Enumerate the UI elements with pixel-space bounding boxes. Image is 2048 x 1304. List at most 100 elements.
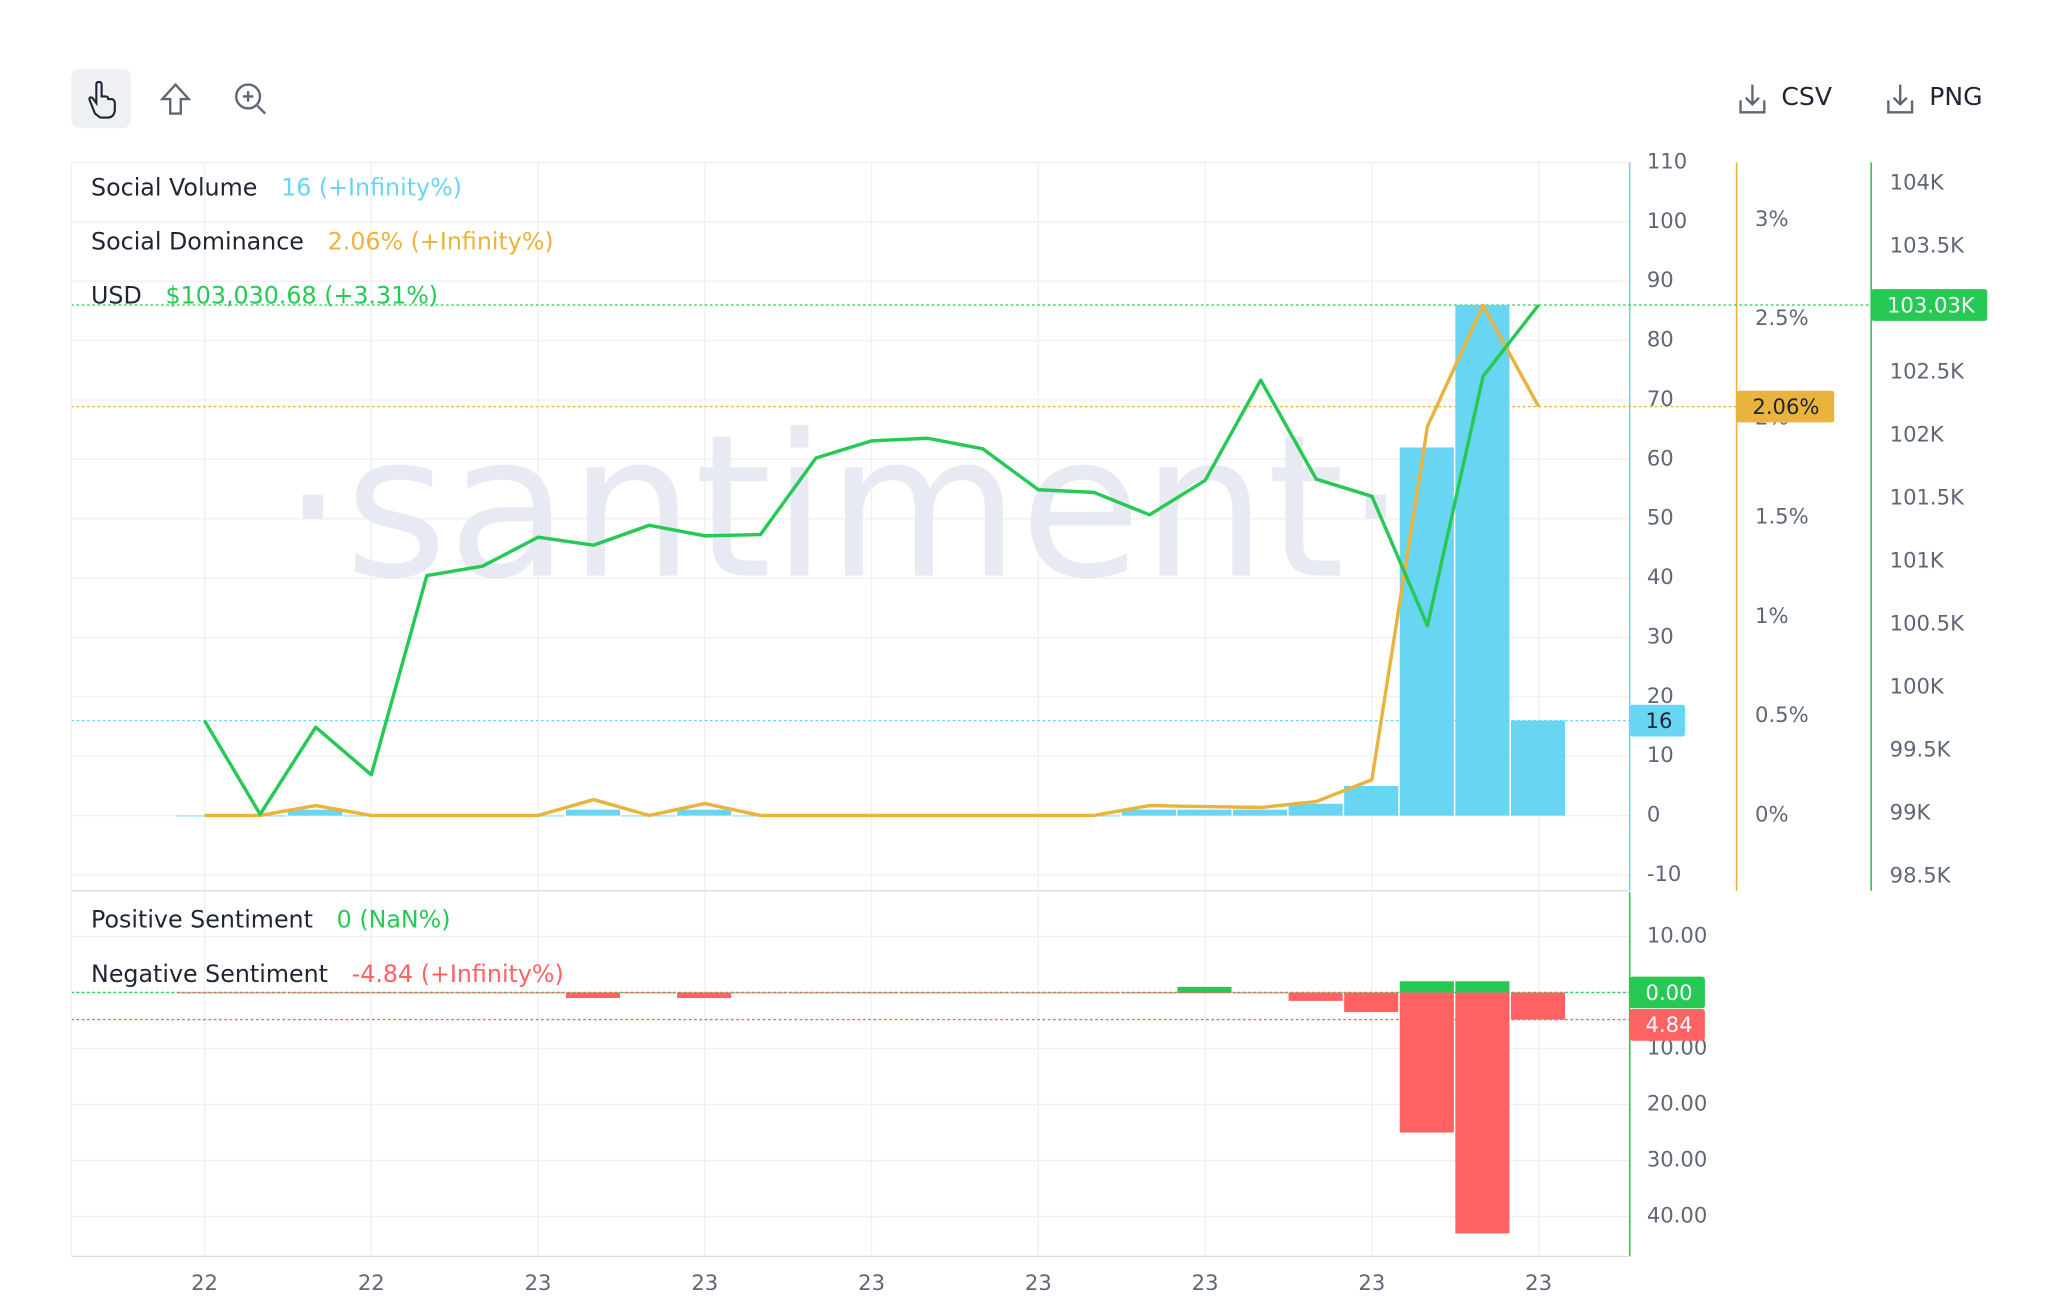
labels: -10 0 10 20 30 40 50 60 70 80 90 100 110 0% 0.5% 1% 1.5%…	[91, 148, 1988, 1295]
y-tick-label: 20.00	[1647, 1091, 1707, 1116]
bar	[565, 809, 621, 816]
y3-tick-label: 100.5K	[1890, 610, 1965, 635]
toolbar: CSV PNG	[71, 68, 1983, 129]
y3-tick-label: 99K	[1890, 799, 1932, 824]
pan-icon	[88, 80, 116, 119]
y-tick-label: 100	[1647, 208, 1687, 233]
value-badge	[1629, 704, 1686, 737]
y3-tick-label: 99.5K	[1890, 736, 1952, 761]
bar	[1455, 304, 1510, 816]
bar	[1177, 986, 1232, 993]
bar	[955, 992, 1010, 994]
bar	[1399, 447, 1454, 816]
bar	[1288, 803, 1343, 816]
bar	[1399, 992, 1454, 1133]
y3-tick-label: 104K	[1890, 170, 1945, 195]
y-tick-label: 10	[1647, 742, 1674, 767]
y-tick-label: 40	[1647, 564, 1674, 589]
x-tick-label: 23	[1358, 1270, 1385, 1295]
bar	[677, 809, 732, 816]
pan-button[interactable]	[71, 68, 131, 129]
line	[203, 303, 1540, 817]
bar	[1177, 809, 1232, 816]
bar	[510, 992, 565, 994]
grid	[70, 161, 1872, 1258]
bar	[1510, 992, 1566, 1020]
x-tick-label: 23	[858, 1270, 885, 1295]
y3-tick-label: 102K	[1890, 421, 1945, 446]
bar	[1177, 992, 1232, 994]
marks	[176, 303, 1566, 1234]
bar	[565, 992, 621, 999]
value-badge-label: 16	[1646, 708, 1673, 733]
legend-name: Negative Sentiment	[91, 960, 328, 988]
y-tick-label: 30.00	[1647, 1147, 1707, 1172]
y-tick-label: 40.00	[1647, 1203, 1707, 1228]
y3-tick-label: 100K	[1890, 673, 1945, 698]
zoom-button[interactable]	[235, 83, 267, 115]
y3-tick-label: 101K	[1890, 547, 1945, 572]
bar	[343, 992, 398, 994]
csv-label: CSV	[1781, 82, 1832, 111]
bar	[899, 992, 954, 994]
bar	[399, 992, 454, 994]
x-tick-label: 23	[1525, 1270, 1552, 1295]
value-badge-label: 0.00	[1646, 980, 1693, 1005]
y-tick-label: 60	[1647, 445, 1674, 470]
csv-button[interactable]: CSV	[1739, 82, 1832, 114]
bar	[1344, 785, 1399, 816]
value-badge	[1871, 289, 1988, 321]
x-tick-label: 22	[191, 1270, 218, 1295]
bar	[1344, 992, 1399, 1013]
y3-tick-label: 98.5K	[1890, 862, 1952, 887]
value-badge-label: 4.84	[1646, 1012, 1693, 1037]
x-tick-label: 23	[1192, 1270, 1219, 1295]
legend-value: 16 (+Infinity%)	[281, 173, 462, 201]
value-badge	[1736, 390, 1835, 423]
x-tick-label: 22	[358, 1270, 385, 1295]
bar	[1232, 992, 1288, 994]
value-badge	[1629, 976, 1705, 1009]
y2-tick-label: 0%	[1755, 801, 1789, 826]
watermark: ·santiment·	[282, 392, 1408, 623]
line	[204, 303, 1541, 818]
bar	[288, 992, 343, 994]
value-badge-label: 2.06%	[1752, 394, 1819, 419]
y-tick-label: 30	[1647, 623, 1674, 648]
bar	[843, 992, 898, 994]
bar	[1010, 992, 1065, 994]
legend-name: USD	[91, 282, 142, 310]
y3-tick-label: 102.5K	[1890, 359, 1965, 384]
bar	[1232, 809, 1288, 816]
y-tick-label: 80	[1647, 327, 1674, 352]
reset-button[interactable]	[159, 82, 192, 115]
bar	[176, 992, 231, 994]
legend-name: Social Volume	[91, 173, 257, 201]
value-badge-label: 103.03K	[1887, 292, 1976, 317]
y-tick-label: 50	[1647, 505, 1674, 530]
y-tick-label: 110	[1647, 148, 1687, 173]
bar	[1121, 992, 1176, 994]
bar	[1399, 981, 1454, 993]
y2-tick-label: 0.5%	[1755, 702, 1809, 727]
bar	[621, 992, 676, 994]
y-tick-label: 20	[1647, 683, 1674, 708]
legend-value: 0 (NaN%)	[337, 906, 451, 934]
bar	[1455, 981, 1510, 993]
bar	[1288, 992, 1343, 1001]
y2-tick-label: 1.5%	[1755, 504, 1809, 529]
y3-tick-label: 103.5K	[1890, 233, 1965, 258]
x-tick-label: 23	[525, 1270, 552, 1295]
bar	[677, 992, 732, 999]
y-tick-label: 0	[1647, 802, 1660, 827]
legend-value: $103,030.68 (+3.31%)	[166, 282, 439, 310]
bar	[454, 992, 509, 994]
legend-value: 2.06% (+Infinity%)	[328, 227, 554, 255]
png-button[interactable]: PNG	[1887, 82, 1983, 114]
y-tick-label: 90	[1647, 267, 1674, 292]
bar	[1455, 992, 1510, 1234]
bar	[788, 992, 843, 994]
legend-value: -4.84 (+Infinity%)	[352, 960, 564, 988]
